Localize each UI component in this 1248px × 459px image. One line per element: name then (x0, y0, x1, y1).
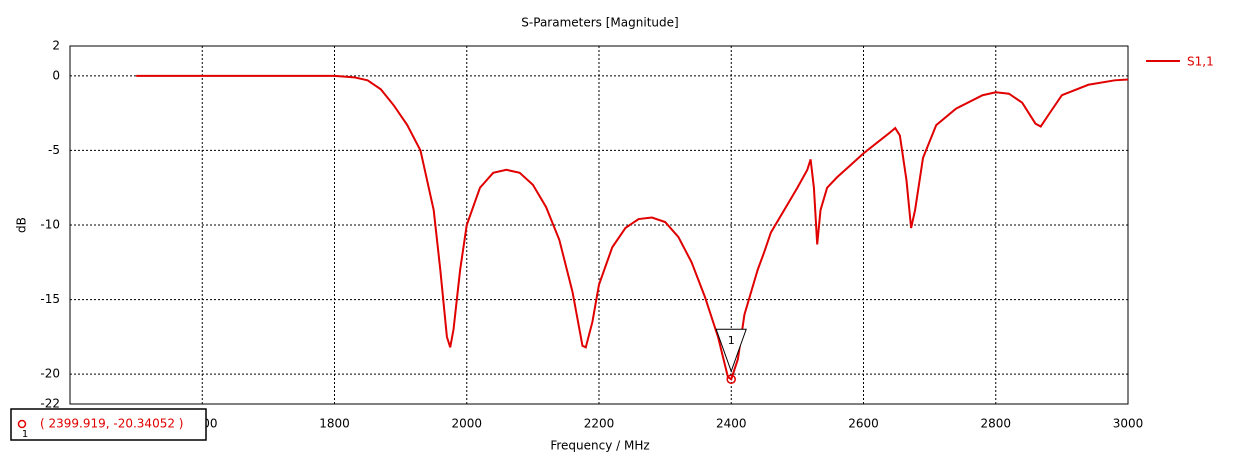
marker-box-text: ( 2399.919, -20.34052 ) (40, 417, 183, 431)
chart-title: S-Parameters [Magnitude] (521, 16, 678, 30)
y-tick-label: -22 (40, 397, 60, 411)
legend-label: S1,1 (1187, 55, 1214, 69)
marker-point (726, 374, 736, 384)
y-tick-label: 2 (52, 39, 60, 53)
x-tick-label: 2800 (980, 417, 1011, 431)
y-tick-label: -15 (40, 292, 60, 306)
x-tick-label: 1800 (319, 417, 350, 431)
marker-box-icon (17, 419, 27, 429)
marker-box-index: 1 (22, 429, 28, 440)
x-tick-label: 2600 (848, 417, 879, 431)
x-tick-label: 2200 (584, 417, 615, 431)
marker-triangle (715, 328, 747, 373)
plot-frame (69, 45, 1129, 405)
y-tick-label: -5 (48, 143, 60, 157)
x-tick-label: 2000 (451, 417, 482, 431)
marker-label: 1 (728, 334, 735, 347)
y-tick-label: -20 (40, 367, 60, 381)
x-axis-label: Frequency / MHz (550, 439, 649, 453)
x-tick-label: 2400 (716, 417, 747, 431)
line (136, 74, 1129, 381)
y-axis-label: dB (15, 217, 29, 233)
marker-box (10, 408, 207, 441)
y-tick-label: 0 (52, 68, 60, 82)
y-tick-label: -10 (40, 218, 60, 232)
x-tick-label: 3000 (1113, 417, 1144, 431)
